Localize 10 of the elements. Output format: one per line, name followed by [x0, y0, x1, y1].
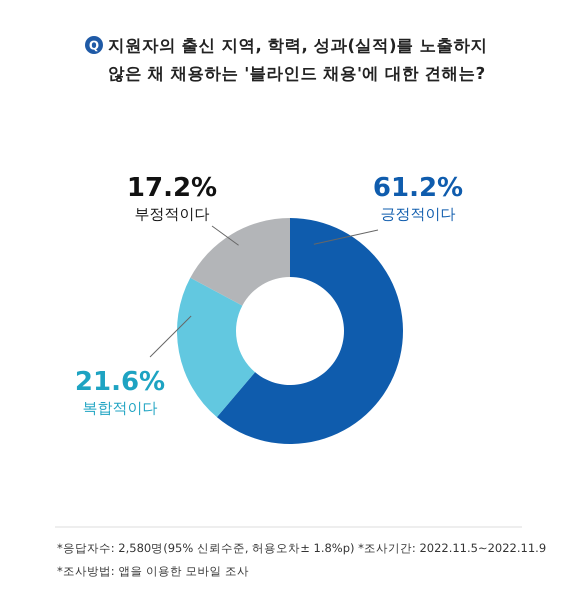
- text: *조사방법: 앱을 이용한 모바일 조사: [57, 564, 250, 578]
- slice-label: 긍정적이다: [380, 205, 456, 223]
- text: *응답자수: 2,580명(95% 신뢰수준, 허용오차± 1.8%p) *조사기간: 2022.11.5~2022.11.9: [57, 541, 546, 555]
- chart-title: 지원자의 출신 지역, 학력, 성과(실적)를 노출하지 않은 채 채용하는 '블라인드 채용'에 대한 견해는?: [108, 36, 488, 83]
- data-label: 61.2%: [372, 173, 464, 203]
- slice-label: 부정적이다: [134, 205, 210, 223]
- text: Q: [88, 38, 100, 52]
- data-label: 17.2%: [126, 173, 218, 203]
- data-label: 21.6%: [74, 367, 166, 397]
- slice-label: 복합적이다: [82, 399, 158, 417]
